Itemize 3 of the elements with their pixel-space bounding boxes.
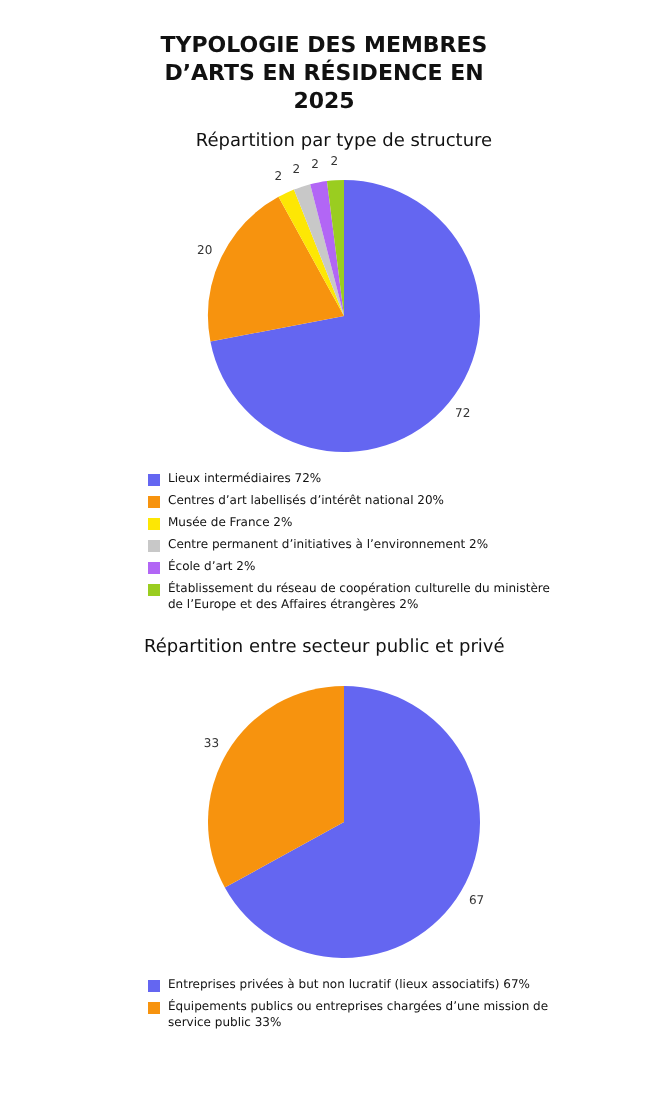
chart-title: Répartition entre secteur public et privé: [144, 638, 507, 658]
chart-subtitle: Répartition par type de structure: [193, 132, 495, 152]
chart-title: TYPOLOGIE DES MEMBRES D’ARTS EN RÉSIDENCE EN 2025: [158, 32, 490, 116]
